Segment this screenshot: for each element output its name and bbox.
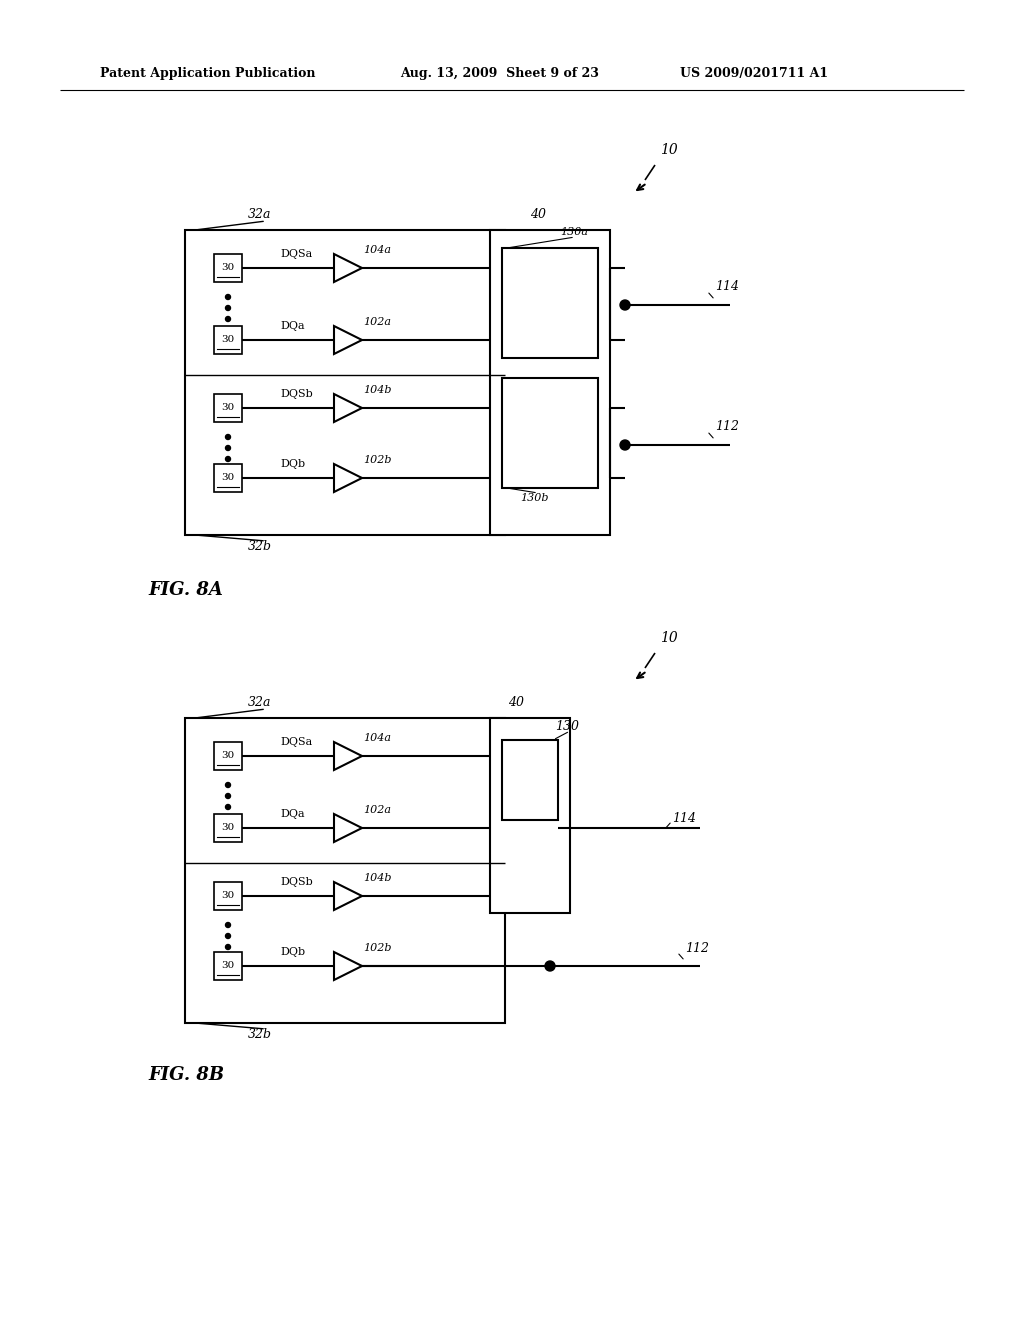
Text: DQSb: DQSb (280, 876, 312, 887)
Text: US 2009/0201711 A1: US 2009/0201711 A1 (680, 66, 828, 79)
Polygon shape (334, 742, 362, 770)
Circle shape (225, 923, 230, 928)
Polygon shape (334, 952, 362, 979)
Text: 30: 30 (221, 404, 234, 412)
Text: 30: 30 (221, 474, 234, 483)
Text: 130a: 130a (560, 227, 588, 238)
Circle shape (225, 305, 230, 310)
Text: 30: 30 (221, 961, 234, 970)
Bar (214, 742, 242, 770)
Text: 104b: 104b (362, 385, 391, 395)
Circle shape (225, 804, 230, 809)
Bar (490, 718, 570, 913)
Circle shape (545, 961, 555, 972)
Text: FIG. 8A: FIG. 8A (148, 581, 223, 599)
Bar (214, 393, 242, 422)
Text: 130: 130 (555, 719, 579, 733)
Text: 32b: 32b (248, 1028, 272, 1041)
Polygon shape (334, 465, 362, 492)
Text: 104a: 104a (362, 246, 391, 255)
Bar (185, 230, 505, 535)
Bar (185, 718, 505, 1023)
Circle shape (225, 457, 230, 462)
Text: 10: 10 (660, 631, 678, 645)
Bar (502, 248, 598, 358)
Polygon shape (334, 253, 362, 282)
Text: DQb: DQb (280, 946, 305, 957)
Text: 112: 112 (685, 941, 709, 954)
Text: 114: 114 (715, 281, 739, 293)
Text: 30: 30 (221, 335, 234, 345)
Bar (214, 465, 242, 492)
Polygon shape (334, 814, 362, 842)
Text: 30: 30 (221, 891, 234, 900)
Text: 10: 10 (660, 143, 678, 157)
Circle shape (225, 793, 230, 799)
Text: 30: 30 (221, 264, 234, 272)
Circle shape (225, 434, 230, 440)
Text: DQSa: DQSa (280, 249, 312, 259)
Text: 102a: 102a (362, 805, 391, 814)
Bar (214, 952, 242, 979)
Bar (214, 253, 242, 282)
Text: 32a: 32a (248, 697, 271, 710)
Bar (502, 741, 558, 820)
Text: 102b: 102b (362, 455, 391, 465)
Text: 40: 40 (530, 209, 546, 222)
Text: DQa: DQa (280, 809, 304, 818)
Text: DQSa: DQSa (280, 737, 312, 747)
Circle shape (225, 446, 230, 450)
Circle shape (225, 945, 230, 949)
Bar (214, 882, 242, 909)
Circle shape (620, 440, 630, 450)
Text: 32b: 32b (248, 540, 272, 553)
Circle shape (225, 933, 230, 939)
Bar (490, 230, 610, 535)
Text: 102a: 102a (362, 317, 391, 327)
Circle shape (225, 294, 230, 300)
Text: 104a: 104a (362, 733, 391, 743)
Bar (214, 326, 242, 354)
Text: 30: 30 (221, 824, 234, 833)
Text: 114: 114 (672, 812, 696, 825)
Text: 112: 112 (715, 421, 739, 433)
Text: 130b: 130b (520, 492, 549, 503)
Text: DQa: DQa (280, 321, 304, 331)
Text: 32a: 32a (248, 209, 271, 222)
Text: Aug. 13, 2009  Sheet 9 of 23: Aug. 13, 2009 Sheet 9 of 23 (400, 66, 599, 79)
Circle shape (225, 783, 230, 788)
Text: Patent Application Publication: Patent Application Publication (100, 66, 315, 79)
Text: 102b: 102b (362, 942, 391, 953)
Bar (214, 814, 242, 842)
Text: FIG. 8B: FIG. 8B (148, 1067, 224, 1084)
Text: 30: 30 (221, 751, 234, 760)
Polygon shape (334, 393, 362, 422)
Polygon shape (334, 326, 362, 354)
Circle shape (225, 317, 230, 322)
Text: DQb: DQb (280, 459, 305, 469)
Text: DQSb: DQSb (280, 389, 312, 399)
Text: 40: 40 (508, 697, 524, 710)
Text: 104b: 104b (362, 873, 391, 883)
Bar (502, 378, 598, 488)
Polygon shape (334, 882, 362, 909)
Circle shape (620, 300, 630, 310)
